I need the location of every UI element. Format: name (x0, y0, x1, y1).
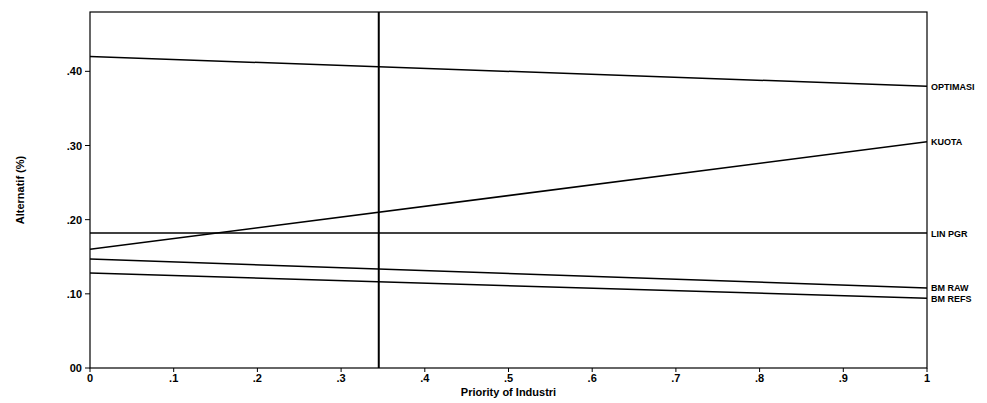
y-tick-label: .30 (67, 140, 82, 152)
y-tick-label: .10 (67, 288, 82, 300)
x-tick-label: .5 (504, 372, 513, 384)
x-tick-label: .7 (671, 372, 680, 384)
y-tick-label: 00 (70, 362, 82, 374)
x-tick-label: .3 (337, 372, 346, 384)
y-axis-title: Alternatif (%) (14, 155, 26, 224)
y-tick (85, 71, 90, 72)
y-tick (85, 145, 90, 146)
y-tick-label: .20 (67, 214, 82, 226)
x-tick-label: 1 (924, 372, 930, 384)
series-line (90, 232, 927, 234)
legend-label: OPTIMASI (931, 82, 975, 92)
plot-area (90, 12, 927, 368)
plot-frame (90, 12, 927, 368)
x-tick-label: .2 (253, 372, 262, 384)
series-line (90, 273, 927, 298)
y-tick-label: .40 (67, 65, 82, 77)
x-tick-label: .6 (588, 372, 597, 384)
x-axis-title: Priority of Industri (461, 386, 556, 398)
x-tick-label: 0 (87, 372, 93, 384)
y-tick (85, 219, 90, 220)
x-tick-label: .4 (420, 372, 430, 384)
series-line (90, 57, 927, 87)
legend-label: BM REFS (931, 294, 972, 304)
legend-label: BM RAW (931, 283, 969, 293)
y-tick (85, 293, 90, 294)
x-tick-label: .1 (169, 372, 178, 384)
x-tick-label: .9 (839, 372, 848, 384)
y-tick (85, 368, 90, 369)
x-tick-label: .8 (755, 372, 764, 384)
series-line (90, 142, 927, 250)
series-line (90, 259, 927, 288)
chart: 00 .10 .20 .30 .40 0 .1 .2 .3 .4 .5 .6 .7 .8 .9 1 Priori… (0, 0, 987, 403)
legend-label: LIN PGR (931, 229, 968, 239)
legend-label: KUOTA (931, 137, 963, 147)
reference-line (378, 12, 380, 368)
